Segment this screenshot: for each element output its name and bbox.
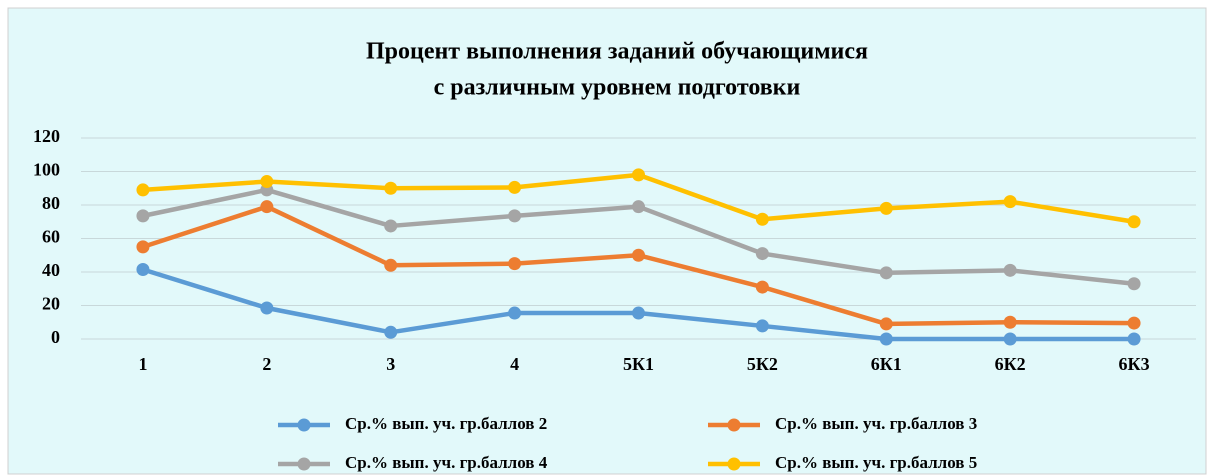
data-point: [755, 212, 769, 226]
data-point: [632, 200, 645, 214]
data-point: [1127, 215, 1141, 229]
data-point: [384, 219, 398, 233]
data-point: [136, 262, 150, 276]
x-tick-label: 5К2: [747, 354, 778, 374]
x-tick-label: 6К3: [1119, 354, 1150, 374]
data-point: [632, 168, 645, 182]
legend-label: Ср.% вып. уч. гр.баллов 4: [345, 453, 548, 472]
legend-marker: [297, 457, 311, 471]
chart-background: [7, 7, 1207, 475]
data-point: [879, 332, 893, 346]
data-point: [879, 201, 893, 215]
data-point: [879, 317, 893, 331]
legend-label: Ср.% вып. уч. гр.баллов 5: [775, 453, 977, 472]
y-tick-label: 120: [33, 126, 60, 146]
data-point: [1003, 195, 1017, 209]
data-point: [1003, 263, 1017, 277]
data-point: [1003, 332, 1017, 346]
legend-marker: [297, 418, 311, 432]
y-tick-label: 100: [33, 160, 60, 180]
data-point: [508, 209, 522, 223]
data-point: [260, 175, 274, 189]
legend-label: Ср.% вып. уч. гр.баллов 2: [345, 414, 547, 433]
data-point: [755, 247, 769, 261]
data-point: [260, 200, 274, 214]
data-point: [1127, 332, 1141, 346]
data-point: [508, 257, 522, 271]
data-point: [755, 280, 769, 294]
chart-title: с различным уровнем подготовки: [434, 75, 801, 101]
y-tick-label: 80: [42, 193, 60, 213]
data-point: [508, 306, 522, 320]
data-point: [384, 325, 398, 339]
x-tick-label: 5К1: [623, 354, 654, 374]
data-point: [632, 248, 645, 262]
y-tick-label: 0: [51, 327, 60, 347]
x-tick-label: 6К2: [995, 354, 1026, 374]
data-point: [755, 319, 769, 333]
data-point: [136, 183, 150, 197]
y-tick-label: 60: [42, 227, 60, 247]
chart-title: Процент выполнения заданий обучающимися: [366, 39, 868, 65]
x-tick-label: 4: [510, 354, 519, 374]
data-point: [1003, 315, 1017, 329]
data-point: [136, 209, 150, 223]
data-point: [384, 258, 398, 272]
data-point: [1127, 316, 1141, 330]
y-tick-label: 40: [42, 260, 60, 280]
data-point: [632, 306, 645, 320]
data-point: [879, 266, 893, 280]
legend-marker: [727, 457, 741, 471]
x-tick-label: 2: [262, 354, 271, 374]
x-tick-label: 1: [138, 354, 147, 374]
data-point: [384, 181, 398, 195]
legend-marker: [727, 418, 741, 432]
data-point: [1127, 277, 1141, 291]
legend-label: Ср.% вып. уч. гр.баллов 3: [775, 414, 977, 433]
x-tick-label: 6К1: [871, 354, 902, 374]
data-point: [136, 240, 150, 254]
y-tick-label: 20: [42, 294, 60, 314]
data-point: [260, 301, 274, 315]
x-tick-label: 3: [386, 354, 395, 374]
data-point: [508, 180, 522, 194]
